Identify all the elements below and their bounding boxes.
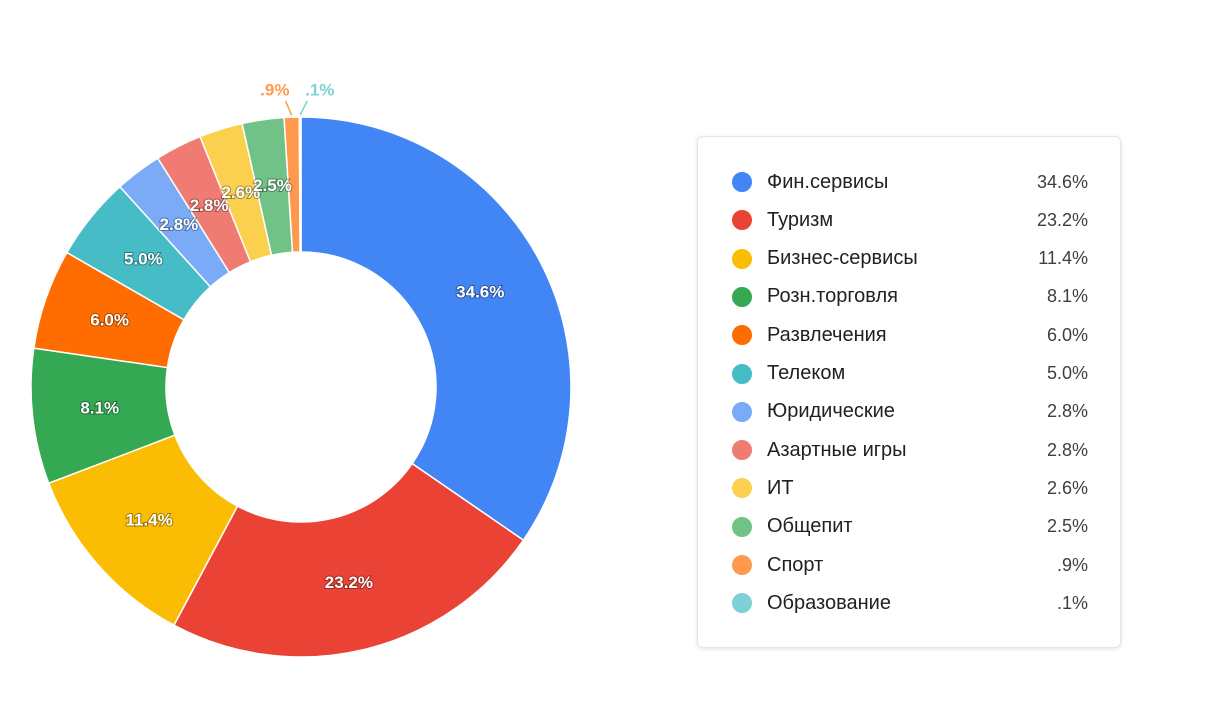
legend-item[interactable]: Азартные игры 2.8% — [732, 435, 1088, 465]
legend-value: 8.1% — [1046, 286, 1088, 307]
legend-label: Телеком — [767, 362, 846, 384]
legend-label: Азартные игры — [767, 438, 907, 461]
legend-label: ИТ — [767, 476, 794, 499]
legend-item[interactable]: Образование .1% — [732, 588, 1088, 618]
legend-item[interactable]: Бизнес-сервисы 11.4% — [732, 244, 1088, 274]
legend-item[interactable]: Развлечения 6.0% — [732, 320, 1088, 350]
slice-2-wedge[interactable] — [172, 462, 525, 658]
slice-4-value-label: 8.1% — [80, 399, 119, 418]
chart-legend: Фин.сервисы 34.6% Туризм 23.2% Бизнес-сервис… — [697, 136, 1121, 648]
slice-2-value-label: 23.2% — [325, 573, 373, 592]
slice-labels: 34.6%23.2%11.4%8.1%6.0%5.0%2.8%2.8%2.6%2… — [79, 80, 505, 593]
legend-item[interactable]: Спорт .9% — [732, 550, 1088, 580]
slice-1-value-label: 34.6% — [456, 282, 504, 301]
slice-7-value-label: 2.8% — [160, 215, 199, 234]
legend-label: Фин.сервисы — [767, 170, 889, 193]
legend-label: Розн.торговля — [767, 285, 898, 308]
legend-label: Общепит — [767, 515, 853, 538]
legend-swatch-icon — [732, 478, 752, 499]
legend-item[interactable]: Юридические 2.8% — [732, 397, 1088, 427]
legend-swatch-icon — [732, 248, 752, 269]
legend-value: 34.6% — [1036, 171, 1088, 192]
legend-value: .1% — [1056, 592, 1088, 613]
legend-item[interactable]: Общепит 2.5% — [732, 512, 1088, 542]
legend-item[interactable]: Телеком 5.0% — [732, 359, 1088, 389]
legend-value: 2.8% — [1046, 439, 1088, 460]
legend-swatch-icon — [732, 516, 752, 537]
legend-value: 5.0% — [1046, 363, 1088, 383]
donut-slices — [30, 116, 572, 658]
legend-label: Бизнес-сервисы — [767, 247, 918, 270]
legend-label: Туризм — [767, 208, 834, 231]
legend-label: Спорт — [767, 553, 824, 576]
slice-5-value-label: 6.0% — [90, 310, 129, 329]
slice-11-value-label: .9% — [260, 81, 289, 100]
slice-6-value-label: 5.0% — [124, 249, 163, 268]
slice-9-value-label: 2.6% — [221, 183, 260, 202]
legend-value: 6.0% — [1046, 324, 1088, 345]
slice-10-value-label: 2.5% — [253, 176, 292, 195]
legend-label: Развлечения — [767, 323, 887, 346]
legend-value: 2.6% — [1046, 477, 1088, 498]
legend-value: 23.2% — [1036, 209, 1088, 230]
legend-value: 2.8% — [1046, 401, 1088, 422]
legend-item[interactable]: Туризм 23.2% — [732, 205, 1088, 235]
legend-value: 11.4% — [1038, 248, 1088, 269]
legend-label: Юридические — [767, 400, 895, 423]
slice-11-leader-line — [284, 100, 293, 116]
slice-12-leader-line — [299, 100, 308, 116]
legend-swatch-icon — [732, 172, 752, 192]
legend-swatch-icon — [732, 363, 752, 384]
slice-12-wedge[interactable] — [298, 116, 302, 253]
legend-value: .9% — [1056, 554, 1088, 575]
slice-1-wedge[interactable] — [300, 116, 572, 542]
legend-swatch-icon — [732, 401, 752, 422]
legend-swatch-icon — [732, 440, 752, 461]
legend-swatch-icon — [732, 210, 752, 231]
legend-swatch-icon — [732, 325, 752, 346]
slice-3-value-label: 11.4% — [125, 510, 172, 529]
legend-label: Образование — [767, 591, 891, 614]
slice-8-value-label: 2.8% — [190, 196, 229, 215]
legend-item[interactable]: ИТ 2.6% — [732, 473, 1088, 503]
slice-12-value-label: .1% — [305, 80, 334, 99]
legend-item[interactable]: Розн.торговля 8.1% — [732, 282, 1088, 312]
legend-swatch-icon — [732, 555, 752, 575]
legend-swatch-icon — [732, 286, 752, 307]
legend-value: 2.5% — [1046, 516, 1088, 537]
slice-3-wedge[interactable] — [47, 434, 239, 627]
legend-item[interactable]: Фин.сервисы 34.6% — [732, 167, 1088, 197]
legend-swatch-icon — [732, 593, 752, 614]
